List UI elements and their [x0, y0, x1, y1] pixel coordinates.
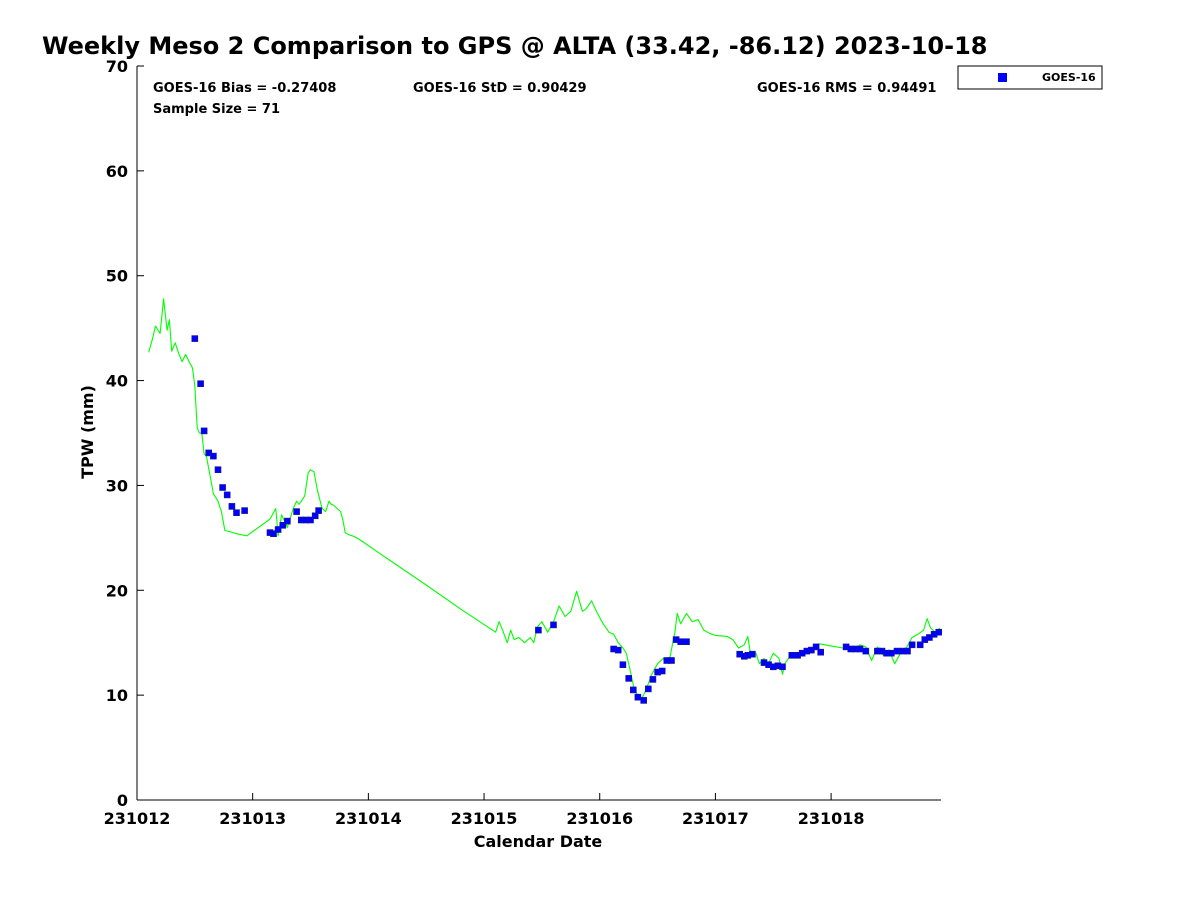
goes16-point	[311, 512, 319, 520]
goes16-point	[817, 648, 825, 656]
goes16-point	[191, 335, 199, 342]
goes16-point	[233, 509, 240, 517]
legend-goes16-label: GOES-16	[1042, 71, 1096, 84]
x-tick-label: 231015	[451, 809, 518, 828]
goes16-series	[191, 335, 943, 704]
y-tick-label: 30	[106, 476, 128, 495]
chart-title: Weekly Meso 2 Comparison to GPS @ ALTA (…	[42, 32, 987, 60]
goes16-point	[625, 675, 633, 682]
goes16-point	[640, 697, 648, 704]
y-tick-label: 70	[106, 57, 128, 76]
y-tick-label: 0	[117, 791, 128, 810]
goes16-point	[629, 686, 637, 694]
goes16-point	[634, 693, 642, 701]
goes16-point	[916, 641, 924, 649]
legend-goes16-marker	[998, 73, 1007, 82]
goes16-point	[658, 667, 666, 675]
goes16-point	[284, 517, 291, 525]
goes16-point	[683, 638, 690, 646]
std-stat: GOES-16 StD = 0.90429	[413, 81, 587, 96]
goes16-point	[856, 645, 864, 653]
x-tick-label: 231014	[335, 809, 402, 828]
goes16-point	[677, 638, 685, 646]
legend-box	[957, 65, 1103, 90]
goes16-point	[197, 380, 204, 388]
goes16-point	[270, 530, 277, 538]
rms-stat: GOES-16 RMS = 0.94491	[757, 81, 936, 96]
x-tick-label: 231012	[104, 809, 171, 828]
y-axis-label: TPW (mm)	[78, 385, 97, 479]
goes16-point	[274, 526, 282, 533]
goes16-point	[649, 676, 657, 683]
goes16-point	[219, 484, 226, 491]
goes16-point	[749, 650, 756, 658]
y-tick-label: 60	[106, 162, 128, 181]
y-tick-label: 10	[106, 686, 128, 705]
goes16-point	[893, 647, 901, 655]
goes16-point	[812, 643, 820, 651]
sample-size-stat: Sample Size = 71	[153, 102, 280, 117]
goes16-point	[535, 626, 542, 634]
goes16-point	[644, 685, 652, 693]
plot-axes	[136, 66, 941, 801]
goes16-point	[788, 651, 796, 659]
goes16-point	[200, 427, 208, 435]
x-tick-label: 231013	[219, 809, 286, 828]
goes16-point	[241, 507, 248, 514]
goes16-point	[214, 466, 222, 474]
y-tick-label: 20	[106, 581, 128, 600]
axis-ticks: 0 10 20 30 40 50 60 70 231012 231013 231014 231015 2…	[104, 57, 865, 828]
goes16-point	[935, 628, 943, 636]
legend: GOES-16	[957, 65, 1103, 90]
goes16-point	[904, 647, 911, 655]
goes16-point	[550, 621, 557, 629]
goes16-point	[668, 657, 675, 664]
x-tick-label: 231017	[682, 809, 749, 828]
goes16-point	[315, 507, 322, 514]
x-tick-label: 231016	[566, 809, 633, 828]
goes16-point	[223, 491, 231, 499]
x-axis-label: Calendar Date	[474, 832, 603, 851]
goes16-point	[279, 521, 287, 529]
goes16-point	[228, 503, 236, 510]
gps-line	[148, 298, 941, 700]
goes16-point	[293, 508, 300, 515]
goes16-point	[887, 649, 895, 657]
goes16-point	[307, 516, 314, 524]
y-tick-label: 50	[106, 267, 128, 286]
goes16-point	[908, 641, 916, 649]
goes16-point	[614, 646, 622, 654]
goes16-point	[619, 661, 627, 669]
goes16-point	[862, 647, 870, 655]
goes16-point	[779, 663, 786, 671]
bias-stat: GOES-16 Bias = -0.27408	[153, 81, 336, 96]
goes16-point	[210, 452, 217, 460]
gps-series	[148, 298, 941, 700]
x-tick-label: 231018	[798, 809, 865, 828]
y-tick-label: 40	[106, 372, 128, 391]
